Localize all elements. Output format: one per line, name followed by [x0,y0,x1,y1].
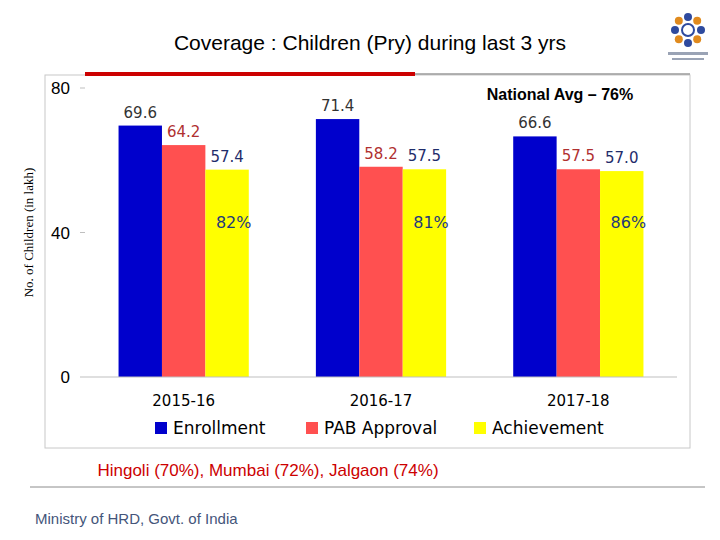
header-accent [85,72,415,76]
title: Coverage : Children (Pry) during last 3 … [174,31,566,54]
header-rule [415,73,690,75]
footer-source: Ministry of HRD, Govt. of India [35,510,238,527]
data-label: 69.6 [124,104,157,122]
logo [668,13,708,60]
annotation: 81% [413,213,449,232]
legend-swatch [155,422,167,434]
logo-dot [693,35,701,43]
x-tick-label: 2015-16 [152,392,215,410]
bar [557,169,600,377]
y-axis-label: No. of Children (in lakh) [21,168,36,298]
data-label: 57.0 [605,149,638,167]
logo-dot [671,26,679,34]
slide: Coverage : Children (Pry) during last 3 … [0,0,720,540]
footer-rule [30,487,705,488]
data-label: 57.5 [408,147,441,165]
legend: Enrollment PAB Approval Achievement [155,418,604,438]
logo-bar [668,52,708,55]
logo-dot [697,26,705,34]
logo-bar [672,58,704,60]
data-label: 71.4 [321,97,354,115]
logo-dot [684,13,692,21]
legend-swatch [474,422,486,434]
subtitle: National Avg – 76% [487,86,633,103]
y-tick-label: 0 [61,368,70,387]
bar [316,119,359,377]
legend-label: Enrollment [173,418,266,438]
data-label: 57.4 [210,148,243,166]
y-tick [80,88,85,89]
data-label: 66.6 [518,114,551,132]
legend-label: Achievement [492,418,604,438]
legend-label: PAB Approval [324,418,437,438]
legend-swatch [306,422,318,434]
x-tick-label: 2017-18 [547,392,610,410]
bar [513,136,556,377]
logo-dot [693,17,701,25]
x-axis-line [85,377,677,378]
data-label: 58.2 [364,145,397,163]
y-tick [80,232,85,233]
annotation: 86% [611,213,647,232]
x-tick-label: 2016-17 [350,392,413,410]
logo-dot [675,35,683,43]
bar [359,167,402,377]
bar [205,170,248,377]
annotation: 82% [216,213,252,232]
y-tick-label: 40 [51,224,70,243]
logo-dot [675,17,683,25]
y-tick [80,377,85,378]
bar [600,171,643,377]
chart-frame [45,75,690,448]
data-label: 64.2 [167,123,200,141]
background [0,0,720,540]
bars [119,119,644,377]
bar [162,145,205,377]
data-label: 57.5 [562,147,595,165]
y-tick-label: 80 [51,79,70,98]
bar [119,126,162,377]
logo-dot [684,39,692,47]
bar [403,169,446,377]
footer-note: Hingoli (70%), Mumbai (72%), Jalgaon (74… [97,461,438,480]
logo-ring [682,24,694,36]
